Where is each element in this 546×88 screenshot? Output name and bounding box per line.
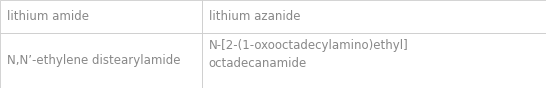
- Bar: [202, 0, 546, 33]
- Text: lithium amide: lithium amide: [7, 10, 88, 23]
- Bar: [0, 33, 202, 88]
- Bar: [0, 0, 202, 33]
- Text: N-[2-(1-oxooctadecylamino)ethyl]
octadecanamide: N-[2-(1-oxooctadecylamino)ethyl] octadec…: [209, 39, 408, 70]
- Text: N,N’-ethylene distearylamide: N,N’-ethylene distearylamide: [7, 54, 180, 67]
- Bar: [202, 33, 546, 88]
- Text: lithium azanide: lithium azanide: [209, 10, 300, 23]
